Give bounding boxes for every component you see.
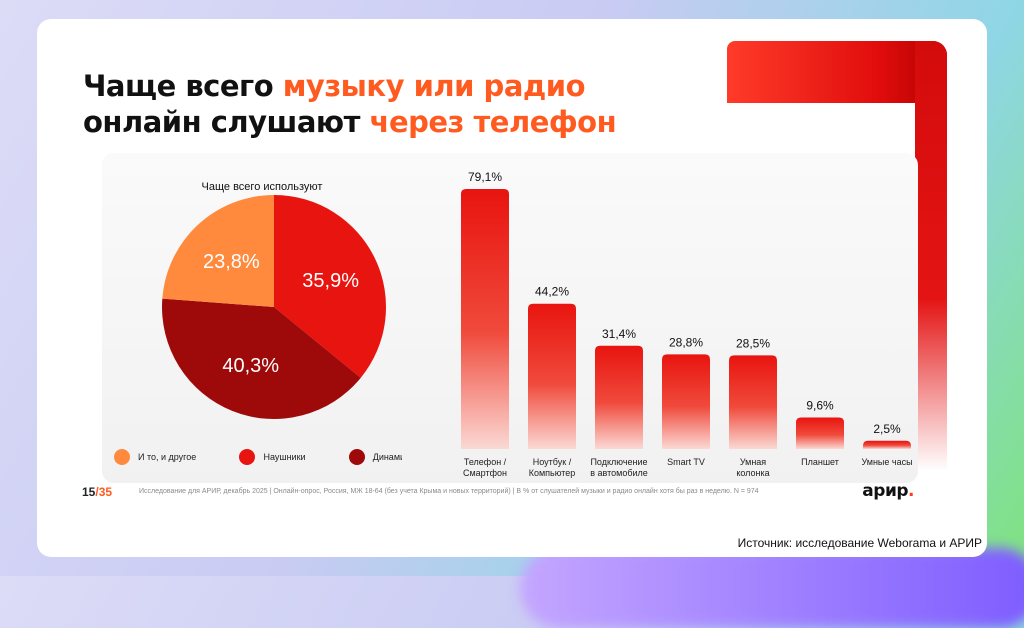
legend-label: И то, и другое xyxy=(138,452,197,462)
bar xyxy=(461,189,509,449)
page-number: 15/35 xyxy=(82,485,112,499)
bar-chart-panel: 79,1% Телефон / Смартфон 44,2% Ноутбук / Комп… xyxy=(402,153,918,483)
bar-value-label: 44,2% xyxy=(535,285,569,299)
bar xyxy=(729,355,777,449)
legend-label: Наушники xyxy=(263,452,306,462)
legend-item: Наушники xyxy=(239,449,306,465)
title-line1-dark: Чаще всего xyxy=(83,69,283,103)
legend-swatch xyxy=(114,449,130,465)
bar-chart: 79,1% Телефон /Смартфон 44,2% Ноутбук /Комп… xyxy=(461,170,913,478)
pie-chart-title: Чаще всего используют xyxy=(201,181,323,193)
bar-value-label: 28,8% xyxy=(669,335,703,349)
footnote: Исследование для АРИР, декабрь 2025 | Он… xyxy=(139,488,759,495)
category-label: Умные часы xyxy=(861,457,912,467)
legend-swatch xyxy=(239,449,256,465)
logo-dot: . xyxy=(908,481,914,501)
pie-slice xyxy=(274,195,387,378)
legend-item: И то, и другое xyxy=(114,449,196,465)
pie-slice xyxy=(162,195,274,307)
slide-title: Чаще всего музыку или радио онлайн слуша… xyxy=(83,68,617,140)
bar-value-label: 79,1% xyxy=(468,170,502,184)
pie-slice xyxy=(162,298,361,420)
category-label: колонка xyxy=(736,468,769,478)
pie-slice-label: 40,3% xyxy=(222,355,279,377)
legend-item: Динамики xyxy=(348,449,414,465)
category-label: Smart TV xyxy=(667,457,705,467)
page-current: 15 xyxy=(82,485,96,499)
red-swoosh-tail-decoration xyxy=(915,41,947,471)
bar xyxy=(863,440,911,449)
category-label: Смартфон xyxy=(463,468,507,478)
legend-label: Динамики xyxy=(372,452,414,462)
pie-legend: И то, и другое Наушники Динамики xyxy=(114,449,414,465)
category-label: Планшет xyxy=(801,457,839,467)
page-total: 35 xyxy=(98,485,113,499)
arir-logo: арир. xyxy=(862,481,914,501)
category-label: Подключение xyxy=(590,457,647,467)
source-caption: Источник: исследование Weborama и АРИР xyxy=(737,536,982,550)
page-separator: / xyxy=(95,485,99,499)
bar-value-label: 9,6% xyxy=(806,398,834,412)
category-label: в автомобиле xyxy=(590,468,648,478)
title-line2-accent: через телефон xyxy=(369,105,617,139)
pie-chart-panel: 35,9% 40,3% 23,8% Чаще всего используют И … xyxy=(102,153,422,483)
legend-swatch xyxy=(348,449,365,465)
category-label: Умная xyxy=(740,457,766,467)
bar xyxy=(662,354,710,449)
bar xyxy=(528,303,576,449)
logo-text: арир xyxy=(862,481,909,501)
bar-value-label: 31,4% xyxy=(602,327,636,341)
slide-footer: 15/35 Исследование для АРИР, декабрь 202… xyxy=(82,481,922,503)
title-line1-accent: музыку или радио xyxy=(282,69,586,103)
title-line2-dark: онлайн слушают xyxy=(83,105,370,139)
background-blob xyxy=(520,548,1024,628)
bar xyxy=(796,417,844,449)
red-swoosh-decoration xyxy=(727,41,947,103)
category-label: Телефон / xyxy=(464,457,507,467)
bar-value-label: 2,5% xyxy=(873,422,901,436)
category-label: Ноутбук / xyxy=(533,457,572,467)
pie-slice-label: 23,8% xyxy=(203,251,260,273)
pie-slice-label: 35,9% xyxy=(302,270,359,292)
bar-value-label: 28,5% xyxy=(736,336,770,350)
pie-chart: 35,9% 40,3% 23,8% xyxy=(162,195,387,420)
category-label: Компьютер xyxy=(529,468,576,478)
bar xyxy=(595,345,643,449)
